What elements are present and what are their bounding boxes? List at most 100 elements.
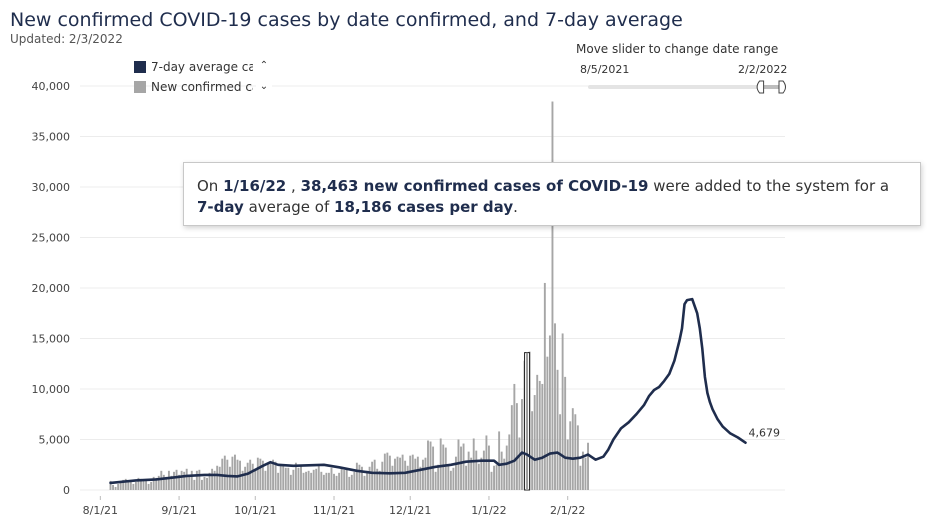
bar <box>249 459 252 490</box>
bar <box>109 480 112 490</box>
bar <box>495 464 498 490</box>
bar <box>378 470 381 490</box>
slider-end-label: 2/2/2022 <box>738 63 788 76</box>
bar <box>373 459 376 490</box>
bar <box>533 395 536 490</box>
bar <box>556 369 559 490</box>
bar <box>241 470 244 490</box>
bar <box>518 437 521 490</box>
legend-item-average[interactable]: 7-day average cases <box>134 60 253 78</box>
bar <box>554 323 556 490</box>
tooltip-text: 7-day <box>197 198 244 216</box>
bar <box>571 408 574 490</box>
slider-handle-start[interactable] <box>756 80 765 94</box>
highlight-bar-fill <box>526 352 529 490</box>
x-tick-label: 12/1/21 <box>389 504 431 517</box>
bar <box>452 467 455 490</box>
slider-start-label: 8/5/2021 <box>580 63 630 76</box>
bar <box>134 481 137 490</box>
bar <box>460 446 462 490</box>
bar <box>206 477 208 490</box>
bar <box>305 471 308 490</box>
bar <box>195 470 198 490</box>
bar <box>165 476 168 490</box>
bar <box>193 479 196 490</box>
chevron-up-icon[interactable]: ⌃ <box>259 60 269 71</box>
bar <box>272 459 275 490</box>
bar <box>180 470 183 490</box>
y-tick-label: 40,000 <box>32 80 71 93</box>
bar <box>505 445 508 490</box>
legend-label-average: 7-day average cases <box>151 60 253 74</box>
bar <box>289 474 292 490</box>
bar <box>142 480 145 490</box>
bar <box>261 460 264 490</box>
chevron-down-icon[interactable]: ⌄ <box>259 81 269 92</box>
bar <box>574 414 577 490</box>
bar <box>386 452 389 490</box>
bar <box>437 464 440 490</box>
bar <box>498 431 501 490</box>
bar <box>112 484 114 490</box>
bar <box>381 461 384 490</box>
bar <box>559 414 562 490</box>
bar <box>538 380 541 490</box>
bar <box>581 451 584 490</box>
bar <box>244 466 247 490</box>
bar <box>371 461 374 490</box>
bar <box>480 457 483 490</box>
bar <box>160 470 163 490</box>
tooltip-text: cases per day <box>391 198 514 216</box>
slider-track[interactable] <box>588 85 783 89</box>
bar <box>259 458 262 490</box>
bar <box>391 465 394 490</box>
bar <box>145 479 148 490</box>
bar <box>310 472 313 490</box>
bar <box>584 457 587 490</box>
y-tick-label: 15,000 <box>32 333 71 346</box>
bar <box>477 463 480 490</box>
bar <box>325 472 328 490</box>
bar <box>279 465 282 490</box>
slider-handle-end[interactable] <box>778 80 786 94</box>
tooltip-date: 1/16/22 <box>223 177 287 195</box>
bar <box>434 471 437 490</box>
bar <box>282 464 285 490</box>
bar <box>569 421 572 490</box>
bar <box>236 459 239 490</box>
bar <box>294 462 297 490</box>
bar <box>564 376 567 490</box>
bar <box>129 479 132 490</box>
bar <box>256 457 259 490</box>
bar <box>162 474 165 490</box>
bar <box>485 435 488 490</box>
bar <box>531 411 534 490</box>
bar <box>198 469 201 490</box>
bar <box>546 356 549 490</box>
bar <box>228 466 231 490</box>
bar <box>234 454 236 490</box>
x-tick-label: 11/1/21 <box>313 504 355 517</box>
bar <box>510 405 513 490</box>
bar <box>178 474 181 490</box>
bar <box>327 472 330 490</box>
legend-swatch-new-cases <box>134 81 146 93</box>
bar <box>490 471 493 490</box>
bar <box>340 468 343 490</box>
tooltip-text: On <box>197 177 224 195</box>
bar <box>475 450 478 490</box>
legend-swatch-average <box>134 61 146 73</box>
bar <box>307 470 310 490</box>
bar <box>150 481 153 490</box>
bar <box>122 479 125 490</box>
bar <box>541 383 544 490</box>
bar <box>587 442 589 490</box>
legend-item-new-cases[interactable]: New confirmed cases <box>134 80 253 98</box>
bar <box>513 383 516 490</box>
bar <box>183 471 186 490</box>
bar <box>333 473 335 490</box>
bar <box>548 335 551 490</box>
bar <box>424 457 427 490</box>
bar <box>353 471 356 490</box>
